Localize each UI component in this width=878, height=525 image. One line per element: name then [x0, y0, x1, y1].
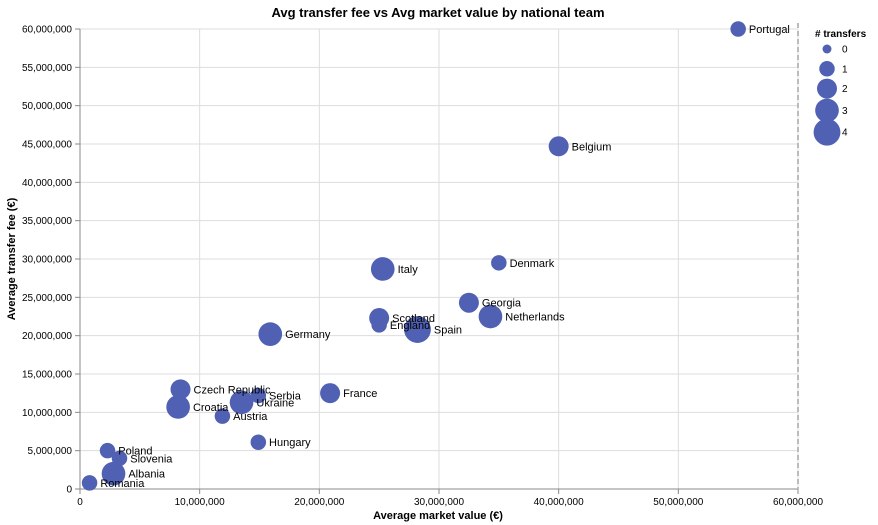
data-point	[258, 322, 283, 346]
point-labels: Portugal Belgium Denmark Italy Georgia Nether…	[100, 24, 790, 490]
y-tick-label: 50,000,000	[22, 101, 72, 112]
legend-symbol	[822, 44, 832, 54]
data-point	[229, 390, 254, 415]
x-tick-label: 10,000,000	[175, 497, 225, 508]
legend-label: 2	[842, 84, 848, 95]
legend-label: 0	[842, 45, 848, 56]
legend-label: 1	[842, 64, 848, 75]
data-point	[458, 292, 479, 313]
y-tick-label: 25,000,000	[22, 293, 72, 304]
y-tick-label: 5,000,000	[28, 446, 73, 457]
data-point	[320, 383, 341, 404]
y-axis-title: Average transfer fee (€)	[6, 197, 18, 320]
data-point	[250, 434, 267, 450]
data-point	[166, 395, 190, 419]
y-tick-label: 30,000,000	[22, 255, 72, 266]
point-label: Georgia	[482, 298, 522, 310]
point-label: Hungary	[269, 437, 311, 449]
point-label: Belgium	[572, 141, 612, 153]
point-label: Austria	[233, 411, 268, 423]
point-label: Romania	[100, 478, 145, 490]
y-tick-label: 15,000,000	[22, 370, 72, 381]
y-tick-label: 0	[66, 485, 72, 496]
y-tick-label: 40,000,000	[22, 178, 72, 189]
legend-symbol	[815, 98, 839, 123]
point-label: Albania	[128, 469, 166, 481]
x-tick-label: 20,000,000	[294, 497, 344, 508]
legend-symbol	[817, 78, 837, 99]
data-point	[99, 442, 116, 459]
point-label: Czech Republic	[194, 384, 272, 396]
point-label: Germany	[285, 329, 331, 341]
y-tick-label: 10,000,000	[22, 408, 72, 419]
data-point	[370, 257, 395, 281]
legend-symbol	[819, 61, 835, 77]
data-points	[81, 21, 746, 491]
chart-title: Avg transfer fee vs Avg market value by …	[271, 5, 604, 20]
size-legend: # transfers 0 1 2 3 4	[813, 29, 867, 146]
point-label: France	[343, 388, 377, 400]
data-point	[170, 379, 191, 400]
legend-label: 3	[842, 106, 848, 117]
y-tick-label: 45,000,000	[22, 140, 72, 151]
legend-title: # transfers	[815, 29, 867, 40]
point-label: Denmark	[510, 258, 555, 270]
point-label: Slovenia	[130, 453, 173, 465]
x-tick-label: 0	[77, 497, 83, 508]
x-tick-label: 30,000,000	[414, 497, 464, 508]
x-tick-label: 60,000,000	[773, 497, 823, 508]
y-tick-label: 60,000,000	[22, 25, 72, 36]
point-label: Ukraine	[256, 397, 294, 409]
point-label: Spain	[434, 325, 462, 337]
data-point	[371, 317, 387, 333]
point-label: Italy	[398, 264, 419, 276]
legend-label: 4	[842, 128, 848, 139]
point-label: Croatia	[193, 402, 229, 414]
y-tick-label: 20,000,000	[22, 331, 72, 342]
data-point	[214, 408, 231, 424]
axes: 0 10,000,000 20,000,000 30,000,000 40,000,00…	[22, 23, 823, 508]
data-point	[491, 255, 507, 271]
data-point	[81, 475, 98, 491]
point-label: Portugal	[749, 24, 790, 36]
point-label: Poland	[118, 446, 152, 458]
data-point	[404, 316, 431, 343]
point-label: Scotland	[392, 313, 435, 325]
data-point	[101, 461, 126, 486]
data-point	[478, 304, 503, 329]
point-label: Serbia	[269, 390, 302, 402]
x-tick-label: 40,000,000	[534, 497, 584, 508]
legend-symbol	[813, 118, 841, 146]
data-point	[730, 21, 746, 37]
y-tick-label: 55,000,000	[22, 63, 72, 74]
y-tick-label: 35,000,000	[22, 216, 72, 227]
x-tick-label: 50,000,000	[653, 497, 703, 508]
grid	[79, 28, 799, 490]
point-label: England	[390, 320, 430, 332]
x-axis-title: Average market value (€)	[373, 510, 503, 522]
data-point	[548, 136, 569, 157]
point-label: Netherlands	[505, 312, 565, 324]
data-point	[250, 387, 267, 404]
